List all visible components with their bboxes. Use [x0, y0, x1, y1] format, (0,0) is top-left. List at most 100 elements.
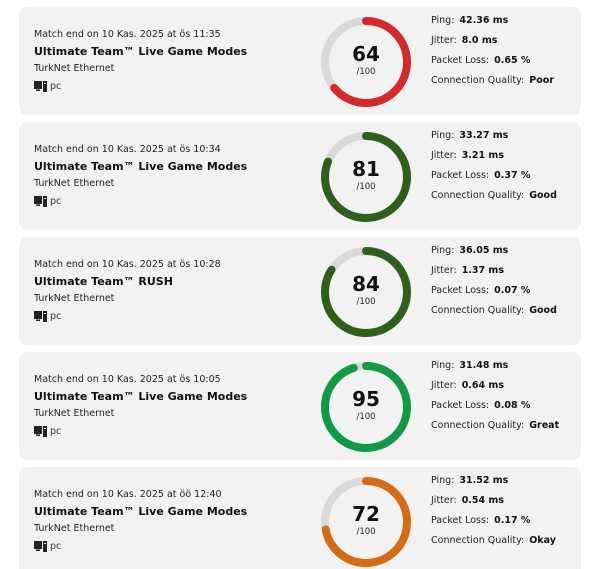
packet-loss-label: Packet Loss: [431, 285, 490, 296]
match-card[interactable]: Match end on 10 Kas. 2025 at ös 11:35 Ul… [19, 7, 581, 115]
packet-loss-value: 0.17 % [494, 515, 531, 526]
jitter-label: Jitter: [431, 265, 457, 276]
match-date: Match end on 10 Kas. 2025 at ös 11:35 [34, 29, 221, 40]
jitter-label: Jitter: [431, 35, 457, 46]
pc-icon [34, 541, 47, 552]
quality-value: Good [529, 190, 557, 201]
match-date: Match end on 10 Kas. 2025 at ös 10:28 [34, 259, 221, 270]
packet-loss-stat: Packet Loss: 0.17 % [431, 515, 530, 526]
score-gauge: 72 /100 [319, 475, 413, 569]
quality-stat: Connection Quality: Poor [431, 75, 554, 86]
jitter-stat: Jitter: 0.54 ms [431, 495, 504, 506]
jitter-stat: Jitter: 8.0 ms [431, 35, 497, 46]
jitter-label: Jitter: [431, 380, 457, 391]
packet-loss-label: Packet Loss: [431, 400, 490, 411]
score-max: /100 [356, 297, 376, 307]
platform: pc [34, 311, 61, 322]
score-max: /100 [356, 527, 376, 537]
ping-label: Ping: [431, 15, 455, 26]
packet-loss-value: 0.37 % [494, 170, 531, 181]
jitter-label: Jitter: [431, 495, 457, 506]
pc-icon [34, 311, 47, 322]
ping-value: 31.48 ms [459, 360, 509, 371]
ping-stat: Ping: 33.27 ms [431, 130, 508, 141]
quality-label: Connection Quality: [431, 305, 525, 316]
jitter-stat: Jitter: 3.21 ms [431, 150, 504, 161]
platform-label: pc [50, 311, 62, 322]
network-type: TurkNet Ethernet [34, 408, 115, 419]
score-max: /100 [356, 182, 376, 192]
ping-value: 42.36 ms [459, 15, 509, 26]
network-type: TurkNet Ethernet [34, 293, 115, 304]
gauge-arc [321, 477, 411, 567]
match-date: Match end on 10 Kas. 2025 at ös 10:34 [34, 144, 221, 155]
quality-stat: Connection Quality: Okay [431, 535, 556, 546]
score-gauge: 64 /100 [319, 15, 413, 109]
ping-label: Ping: [431, 130, 455, 141]
quality-label: Connection Quality: [431, 420, 525, 431]
jitter-value: 3.21 ms [461, 150, 504, 161]
platform-label: pc [50, 81, 62, 92]
jitter-value: 1.37 ms [461, 265, 504, 276]
quality-value: Poor [529, 75, 554, 86]
quality-label: Connection Quality: [431, 190, 525, 201]
match-date: Match end on 10 Kas. 2025 at ös 10:05 [34, 374, 221, 385]
quality-value: Good [529, 305, 557, 316]
jitter-stat: Jitter: 0.64 ms [431, 380, 504, 391]
packet-loss-stat: Packet Loss: 0.07 % [431, 285, 530, 296]
score-max: /100 [356, 67, 376, 77]
score-value: 64 [352, 42, 380, 66]
jitter-value: 0.54 ms [461, 495, 504, 506]
game-mode: Ultimate Team™ Live Game Modes [34, 505, 248, 518]
score-value: 81 [352, 157, 380, 181]
ping-stat: Ping: 31.48 ms [431, 360, 508, 371]
game-mode: Ultimate Team™ RUSH [34, 275, 173, 288]
game-mode: Ultimate Team™ Live Game Modes [34, 45, 248, 58]
score-max: /100 [356, 412, 376, 422]
packet-loss-stat: Packet Loss: 0.37 % [431, 170, 530, 181]
network-type: TurkNet Ethernet [34, 63, 115, 74]
match-card[interactable]: Match end on 10 Kas. 2025 at ös 10:28 Ul… [19, 237, 581, 345]
quality-label: Connection Quality: [431, 535, 525, 546]
packet-loss-value: 0.65 % [494, 55, 531, 66]
ping-stat: Ping: 31.52 ms [431, 475, 508, 486]
match-date: Match end on 10 Kas. 2025 at öö 12:40 [34, 489, 222, 500]
game-mode: Ultimate Team™ Live Game Modes [34, 160, 248, 173]
platform-label: pc [50, 541, 62, 552]
quality-value: Great [529, 420, 560, 431]
ping-label: Ping: [431, 245, 455, 256]
pc-icon [34, 426, 47, 437]
ping-stat: Ping: 36.05 ms [431, 245, 508, 256]
quality-label: Connection Quality: [431, 75, 525, 86]
jitter-value: 0.64 ms [461, 380, 504, 391]
jitter-value: 8.0 ms [461, 35, 498, 46]
gauge-arc [321, 362, 411, 452]
platform-label: pc [50, 196, 62, 207]
quality-stat: Connection Quality: Great [431, 420, 559, 431]
game-mode: Ultimate Team™ Live Game Modes [34, 390, 248, 403]
platform: pc [34, 81, 61, 92]
packet-loss-label: Packet Loss: [431, 55, 490, 66]
score-value: 84 [352, 272, 380, 296]
platform: pc [34, 541, 61, 552]
ping-label: Ping: [431, 360, 455, 371]
quality-stat: Connection Quality: Good [431, 190, 557, 201]
ping-value: 33.27 ms [459, 130, 509, 141]
match-card[interactable]: Match end on 10 Kas. 2025 at öö 12:40 Ul… [19, 467, 581, 569]
quality-stat: Connection Quality: Good [431, 305, 557, 316]
ping-label: Ping: [431, 475, 455, 486]
match-card[interactable]: Match end on 10 Kas. 2025 at ös 10:05 Ul… [19, 352, 581, 460]
score-value: 72 [352, 502, 380, 526]
score-gauge: 84 /100 [319, 245, 413, 339]
ping-value: 36.05 ms [459, 245, 509, 256]
packet-loss-stat: Packet Loss: 0.65 % [431, 55, 530, 66]
quality-value: Okay [529, 535, 556, 546]
ping-value: 31.52 ms [459, 475, 509, 486]
gauge-arc [321, 247, 411, 337]
platform-label: pc [50, 426, 62, 437]
packet-loss-value: 0.08 % [494, 400, 531, 411]
pc-icon [34, 196, 47, 207]
packet-loss-label: Packet Loss: [431, 170, 490, 181]
match-card[interactable]: Match end on 10 Kas. 2025 at ös 10:34 Ul… [19, 122, 581, 230]
packet-loss-value: 0.07 % [494, 285, 531, 296]
